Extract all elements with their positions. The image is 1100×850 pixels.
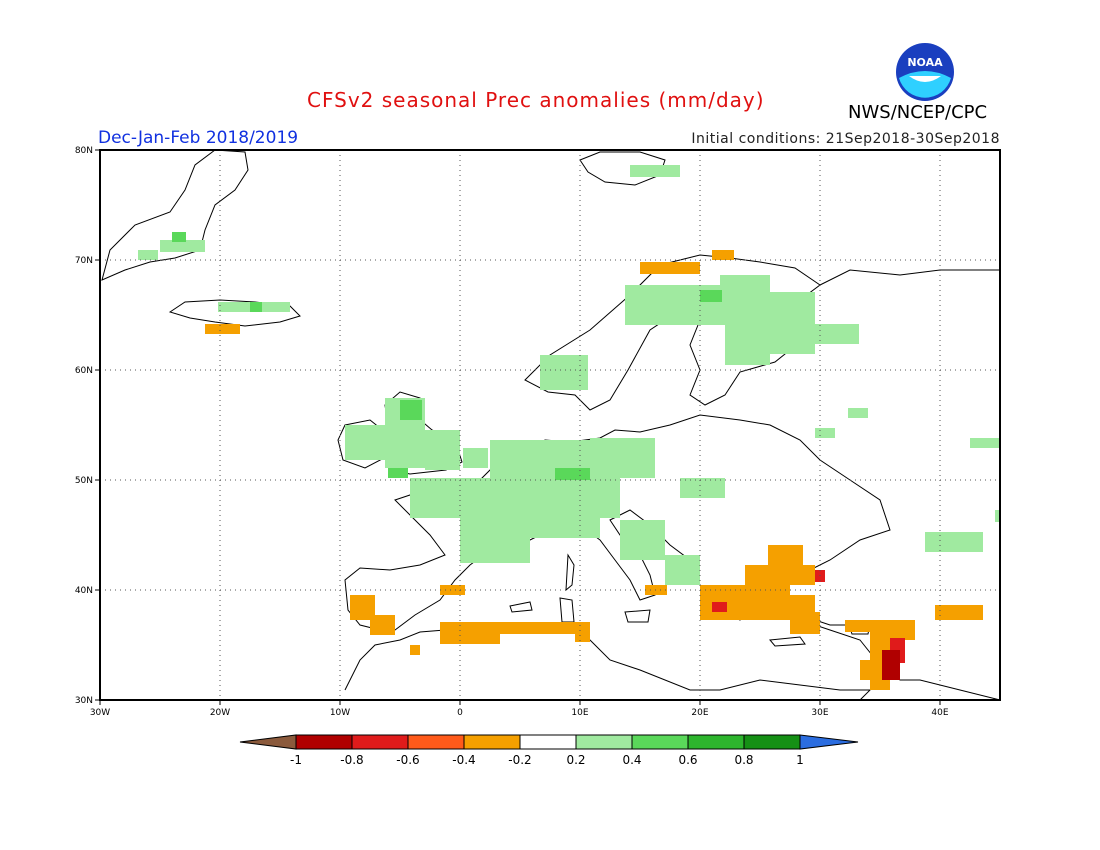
noaa-logo-icon: NOAA	[896, 43, 954, 101]
gridlines	[100, 150, 1000, 700]
lon-label: 30W	[90, 708, 110, 718]
lon-label: 20W	[210, 708, 230, 718]
colorbar-label: -0.4	[452, 753, 475, 767]
wet-anomaly-moderate	[172, 232, 722, 480]
lon-label: 10E	[571, 708, 588, 718]
colorbar-left-arrow	[239, 734, 297, 750]
lon-label: 40E	[931, 708, 948, 718]
lat-label: 80N	[75, 146, 93, 156]
lat-label: 40N	[75, 586, 93, 596]
colorbar-segment	[295, 734, 353, 750]
colorbar-segment	[519, 734, 577, 750]
colorbar-segment	[407, 734, 465, 750]
org-label: NWS/NCEP/CPC	[848, 102, 988, 123]
colorbar-label: 0.4	[622, 753, 641, 767]
lat-label: 70N	[75, 256, 93, 266]
lon-label: 10W	[330, 708, 350, 718]
colorbar-segment	[351, 734, 409, 750]
colorbar-segment	[575, 734, 633, 750]
colorbar-label: 1	[796, 753, 804, 767]
lat-label: 50N	[75, 476, 93, 486]
noaa-logo-text: NOAA	[907, 56, 943, 69]
lat-label: 30N	[75, 696, 93, 706]
colorbar-segment	[463, 734, 521, 750]
colorbar-segment	[631, 734, 689, 750]
season-label: Dec-Jan-Feb 2018/2019	[98, 128, 299, 148]
colorbar-label: 0.8	[734, 753, 753, 767]
colorbar-segment	[743, 734, 801, 750]
lon-label: 20E	[691, 708, 708, 718]
chart-title: CFSv2 seasonal Prec anomalies (mm/day)	[307, 88, 765, 112]
initial-conditions-label: Initial conditions: 21Sep2018-30Sep2018	[691, 131, 1000, 147]
colorbar-label: -1	[290, 753, 302, 767]
wet-anomaly-light	[138, 165, 1000, 585]
colorbar-label: -0.6	[396, 753, 419, 767]
map-frame	[99, 149, 1001, 701]
lon-label: 30E	[811, 708, 828, 718]
colorbar-label: 0.2	[566, 753, 585, 767]
colorbar-right-arrow	[799, 734, 859, 750]
dry-anomaly-extreme	[882, 650, 900, 680]
dry-anomaly-moderate	[205, 250, 983, 690]
colorbar	[239, 734, 859, 750]
coastlines	[101, 149, 1001, 701]
colorbar-label: -0.8	[340, 753, 363, 767]
colorbar-label: 0.6	[678, 753, 697, 767]
lat-label: 60N	[75, 366, 93, 376]
colorbar-segment	[687, 734, 745, 750]
lon-label: 0	[457, 708, 463, 718]
tick-marks	[95, 149, 941, 705]
colorbar-label: -0.2	[508, 753, 531, 767]
